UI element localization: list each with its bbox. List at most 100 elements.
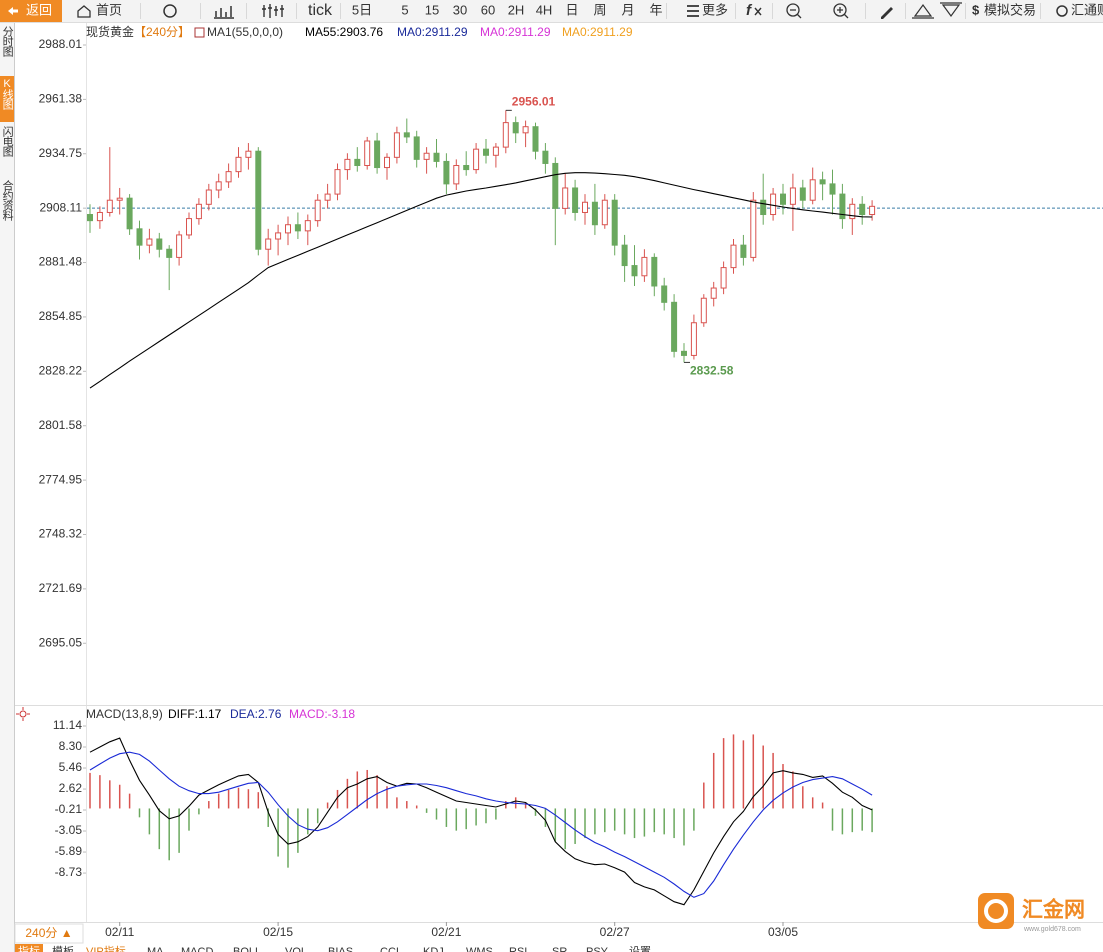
period-button[interactable]: 日 <box>565 2 578 17</box>
period-button[interactable]: 5 <box>401 2 408 17</box>
home-label[interactable]: 首页 <box>96 2 122 17</box>
bottom-tab[interactable]: KDJ <box>423 946 444 952</box>
back-label[interactable]: 返回 <box>26 2 52 17</box>
candle-body <box>126 197 133 230</box>
bottom-tab[interactable]: SR <box>552 946 567 952</box>
zoom-out-glyph <box>790 9 802 19</box>
candle-icon[interactable] <box>262 4 284 18</box>
bottom-tab[interactable]: BOLL <box>233 946 261 952</box>
back-button[interactable] <box>0 0 62 22</box>
pen-icon[interactable] <box>881 7 893 19</box>
active-tab-bg <box>15 944 43 952</box>
side-tab[interactable]: 分时图 <box>1 26 14 58</box>
more-icon <box>687 5 699 17</box>
bottom-tab[interactable]: CCI <box>380 946 399 952</box>
bottom-tab[interactable]: BIAS <box>328 946 353 952</box>
low-label: 2832.58 <box>690 364 734 378</box>
period-button[interactable]: 4H <box>536 2 553 17</box>
high-label: 2956.01 <box>512 95 556 109</box>
candle-body <box>314 199 321 222</box>
candle-body <box>601 199 608 226</box>
bottom-tab[interactable]: PSY <box>586 946 609 952</box>
candle-body <box>512 122 519 134</box>
macd-title: MACD(13,8,9) <box>86 707 163 721</box>
fx-icon-x <box>754 7 762 16</box>
watermark-logo <box>978 893 1014 929</box>
period-button[interactable]: 60 <box>481 2 495 17</box>
candle-body <box>770 193 777 216</box>
period-button[interactable]: 2H <box>508 2 525 17</box>
y-tick-label: -8.73 <box>55 865 83 879</box>
bottom-tab[interactable]: VIP指标 <box>86 944 126 952</box>
period-button[interactable]: 周 <box>593 2 606 17</box>
period-button[interactable]: 5日 <box>352 2 372 17</box>
more-label[interactable]: 更多 <box>702 2 728 17</box>
macd-line <box>89 751 873 898</box>
candle-body <box>631 265 638 277</box>
candle-body <box>730 244 737 269</box>
macd-settings-icon[interactable] <box>19 710 27 718</box>
chart-type-icon[interactable] <box>214 6 234 19</box>
indicator-label: MA1(55,0,0,0) <box>207 25 283 39</box>
period-button-label[interactable]: 240分 ▲ <box>25 926 72 940</box>
sim-label[interactable]: 模拟交易 <box>984 2 1036 17</box>
candle-body <box>423 152 430 160</box>
side-tab[interactable]: 合约资料 <box>1 179 14 222</box>
period-button[interactable]: tick <box>308 2 333 19</box>
back-icon <box>8 7 18 15</box>
candle-body <box>611 199 618 246</box>
symbol-title: 现货黄金 <box>86 24 134 39</box>
y-tick-label: 2.62 <box>59 781 83 795</box>
candle-body <box>690 322 697 356</box>
legend-entry: MA55:2903.76 <box>305 25 383 39</box>
bottom-tab[interactable]: MA <box>147 946 164 952</box>
news-label[interactable]: 汇通财 <box>1071 2 1103 17</box>
zoom-in-icon[interactable] <box>833 3 847 17</box>
bottom-tab[interactable]: RSI <box>509 946 527 952</box>
period-button[interactable]: 月 <box>621 2 634 17</box>
legend-entry: DIFF:1.17 <box>168 707 222 721</box>
candle-body <box>740 244 747 258</box>
candle-body <box>116 197 123 201</box>
y-tick-label: 2908.11 <box>40 200 83 214</box>
candle-body <box>245 150 252 158</box>
y-tick-label: 2774.95 <box>39 472 83 486</box>
y-tick-label: 2801.58 <box>39 418 83 432</box>
bottom-tab[interactable]: 设置 <box>629 945 651 952</box>
candle-body <box>215 181 222 191</box>
toolbar <box>0 0 1103 22</box>
fx-icon[interactable]: f <box>746 2 753 19</box>
bottom-tab[interactable]: MACD <box>181 946 213 952</box>
candle-body <box>651 256 658 287</box>
refresh-icon[interactable] <box>163 4 177 18</box>
side-tab[interactable]: 闪电图 <box>1 125 14 158</box>
bottom-tab[interactable]: 指标 <box>18 944 40 952</box>
y-tick-label: 2828.22 <box>39 363 83 377</box>
candle-body <box>235 156 242 173</box>
bottom-tab[interactable]: VOL <box>285 946 307 952</box>
candle-body <box>760 199 767 216</box>
period-button[interactable] <box>14 923 84 944</box>
side-tab[interactable]: K线图 <box>1 78 14 111</box>
y-tick-label: 11.14 <box>53 718 82 732</box>
bottom-tab[interactable]: 模板 <box>52 944 74 952</box>
candle-body <box>502 122 509 148</box>
x-tick-label: 02/27 <box>600 925 630 939</box>
candle-body <box>374 140 381 169</box>
zoom-out-icon[interactable] <box>786 3 800 17</box>
candle-body <box>453 165 460 185</box>
period-button[interactable]: 30 <box>453 2 467 17</box>
triangle-up-icon[interactable] <box>912 3 934 19</box>
side-bar <box>0 23 14 952</box>
candle-body <box>136 228 143 246</box>
candle-body <box>344 158 351 171</box>
candle-body <box>849 203 856 220</box>
period-button[interactable]: 15 <box>425 2 439 17</box>
period-button[interactable]: 年 <box>649 2 662 17</box>
watermark-url: www.gold678.com <box>1023 926 1081 933</box>
triangle-down-icon[interactable] <box>940 2 962 18</box>
active-tab-bg <box>0 76 14 122</box>
legend-entry: DEA:2.76 <box>230 707 282 721</box>
bottom-tab[interactable]: WMS <box>466 946 493 952</box>
dollar-icon: $ <box>972 2 980 17</box>
